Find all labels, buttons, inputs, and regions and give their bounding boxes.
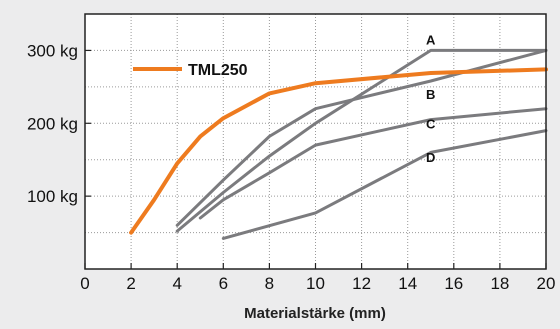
- x-tick-label: 18: [490, 274, 509, 293]
- x-tick-label: 8: [265, 274, 274, 293]
- x-tick-label: 14: [398, 274, 417, 293]
- series-label-b: B: [426, 87, 435, 102]
- x-tick-label: 4: [172, 274, 181, 293]
- x-tick-label: 6: [219, 274, 228, 293]
- tick-layer: 0 2 4 6 8 10 12 14 16 18 20 100 kg 200 kg 300 kg: [27, 41, 556, 293]
- y-tick-label: 200 kg: [27, 114, 78, 133]
- series-label-c: C: [426, 116, 436, 131]
- x-tick-label: 0: [80, 274, 89, 293]
- x-tick-label: 12: [352, 274, 371, 293]
- y-tick-label: 100 kg: [27, 187, 78, 206]
- x-axis-label: Materialstärke (mm): [244, 305, 386, 322]
- series-line-tml250: [129, 67, 548, 235]
- series-layer: [129, 48, 548, 240]
- legend-label: TML250: [188, 62, 248, 79]
- y-tick-label: 300 kg: [27, 41, 78, 60]
- series-line-b: [175, 48, 548, 227]
- x-tick-label: 16: [444, 274, 463, 293]
- x-tick-label: 20: [537, 274, 556, 293]
- series-line-d: [221, 129, 548, 240]
- series-label-a: A: [426, 33, 436, 48]
- x-tick-label: 2: [126, 274, 135, 293]
- series-label-d: D: [426, 150, 435, 165]
- series-line-c: [198, 107, 548, 220]
- legend: TML250: [133, 62, 248, 79]
- x-tick-label: 10: [306, 274, 325, 293]
- series-line-a: [175, 48, 548, 233]
- label-layer: A BC D: [426, 33, 436, 165]
